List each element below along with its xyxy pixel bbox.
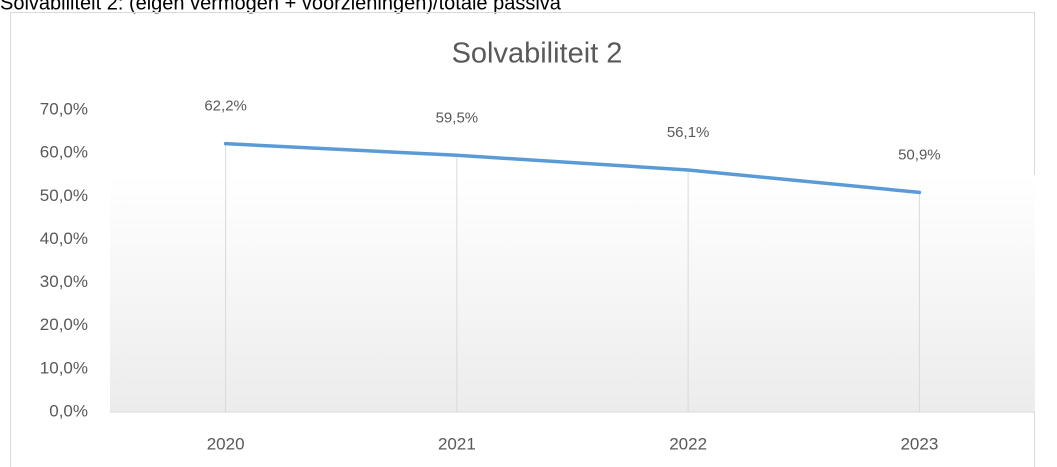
- y-tick-label: 40,0%: [40, 229, 88, 248]
- x-tick-label: 2022: [669, 434, 707, 453]
- y-tick-label: 30,0%: [40, 272, 88, 291]
- data-label: 56,1%: [667, 124, 710, 141]
- x-tick-label: 2021: [438, 434, 476, 453]
- data-label: 59,5%: [436, 109, 479, 126]
- x-tick-label: 2023: [900, 434, 938, 453]
- data-label: 62,2%: [204, 98, 247, 115]
- x-tick-label: 2020: [207, 434, 245, 453]
- y-tick-label: 50,0%: [40, 186, 88, 205]
- y-tick-label: 0,0%: [49, 401, 88, 420]
- y-tick-label: 10,0%: [40, 358, 88, 377]
- chart-title: Solvabiliteit 2: [452, 38, 623, 70]
- y-tick-label: 20,0%: [40, 315, 88, 334]
- heading: Solvabiliteit 2: (eigen vermogen + voorz…: [0, 0, 562, 14]
- y-tick-label: 70,0%: [40, 99, 88, 118]
- data-label: 50,9%: [898, 146, 941, 163]
- plot-background: [110, 175, 1035, 412]
- y-tick-label: 60,0%: [40, 143, 88, 162]
- data-line: [223, 141, 922, 195]
